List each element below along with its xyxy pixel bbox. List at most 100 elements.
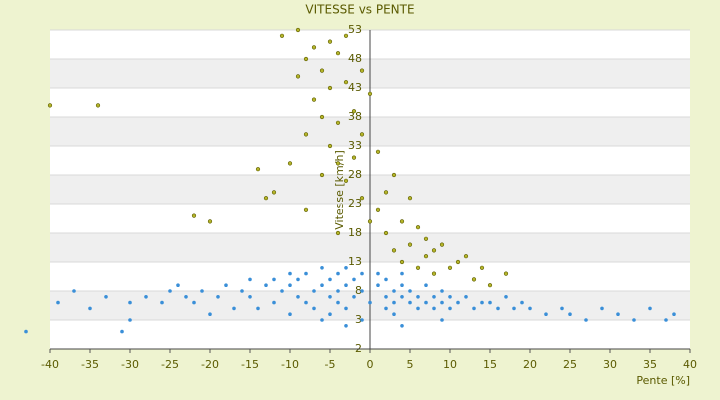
x-tick-label: 15: [483, 358, 497, 371]
point: [407, 196, 413, 201]
point: [272, 277, 276, 282]
point: [392, 289, 396, 293]
x-tick-label: 5: [407, 358, 414, 371]
point: [415, 265, 421, 270]
point: [144, 295, 148, 299]
x-tick-label: -20: [201, 358, 219, 371]
point: [544, 312, 548, 317]
y-tick-label: 3: [355, 313, 362, 326]
point: [328, 295, 332, 299]
y-tick-label: 38: [348, 110, 362, 123]
point: [192, 300, 196, 305]
x-tick-label: 20: [523, 358, 537, 371]
point: [648, 306, 652, 311]
point: [56, 300, 60, 305]
point: [520, 300, 524, 305]
point: [392, 300, 396, 305]
point: [423, 254, 429, 259]
point: [440, 300, 444, 305]
point: [391, 248, 397, 253]
point: [319, 114, 325, 120]
point: [375, 207, 381, 212]
point: [367, 219, 373, 224]
point: [360, 289, 364, 293]
y-tick-label: 33: [348, 139, 362, 152]
point: [176, 283, 180, 288]
point: [271, 190, 277, 195]
point: [399, 219, 405, 224]
point: [248, 295, 252, 299]
point: [327, 39, 333, 44]
point: [335, 51, 341, 56]
point: [47, 103, 53, 108]
point: [304, 300, 308, 305]
point: [672, 312, 676, 317]
point: [248, 277, 252, 282]
point: [343, 33, 349, 38]
point: [384, 306, 388, 311]
x-tick-label: -25: [161, 358, 179, 371]
point: [399, 259, 405, 265]
point: [472, 306, 476, 311]
point: [288, 283, 292, 288]
point: [384, 277, 388, 282]
y-tick-label: 53: [348, 23, 362, 36]
point: [344, 283, 348, 288]
point: [311, 45, 317, 50]
x-tick-label: 10: [443, 358, 457, 371]
x-tick-label: -35: [81, 358, 99, 371]
point: [216, 295, 220, 299]
point: [408, 289, 412, 293]
point: [448, 295, 452, 299]
point: [368, 300, 372, 305]
point: [312, 306, 316, 311]
point: [431, 271, 437, 276]
point: [632, 318, 636, 322]
point: [295, 27, 301, 33]
point: [439, 242, 445, 247]
point: [352, 295, 356, 299]
point: [128, 300, 132, 305]
x-tick-label: -30: [121, 358, 139, 371]
point: [488, 300, 492, 305]
point: [343, 80, 349, 85]
point: [279, 33, 285, 38]
point: [319, 172, 325, 178]
point: [160, 300, 164, 305]
point: [288, 271, 292, 276]
point: [528, 306, 532, 311]
point: [343, 178, 349, 183]
point: [464, 295, 468, 299]
point: [320, 266, 324, 270]
chart-title: VITESSE vs PENTE: [305, 3, 414, 17]
point: [416, 295, 420, 299]
x-tick-label: -40: [41, 358, 59, 371]
point: [503, 271, 509, 276]
point: [303, 207, 309, 212]
point: [328, 312, 332, 317]
point: [303, 132, 309, 137]
point: [463, 254, 469, 259]
y-tick-label: 8: [355, 284, 362, 297]
point: [504, 295, 508, 299]
point: [303, 56, 309, 62]
point: [335, 120, 341, 125]
point: [456, 300, 460, 305]
point: [295, 74, 301, 79]
point: [191, 213, 197, 218]
x-tick-label: -15: [241, 358, 259, 371]
point: [359, 68, 365, 73]
point: [88, 306, 92, 311]
point: [487, 283, 493, 288]
point: [600, 306, 604, 311]
point: [400, 324, 404, 328]
point: [407, 242, 413, 247]
point: [359, 196, 365, 201]
point: [400, 283, 404, 288]
point: [264, 283, 268, 288]
point: [224, 283, 228, 288]
y-tick-label: 13: [348, 255, 362, 268]
point: [431, 248, 437, 253]
y-tick-label: 18: [348, 226, 362, 239]
point: [344, 266, 348, 270]
